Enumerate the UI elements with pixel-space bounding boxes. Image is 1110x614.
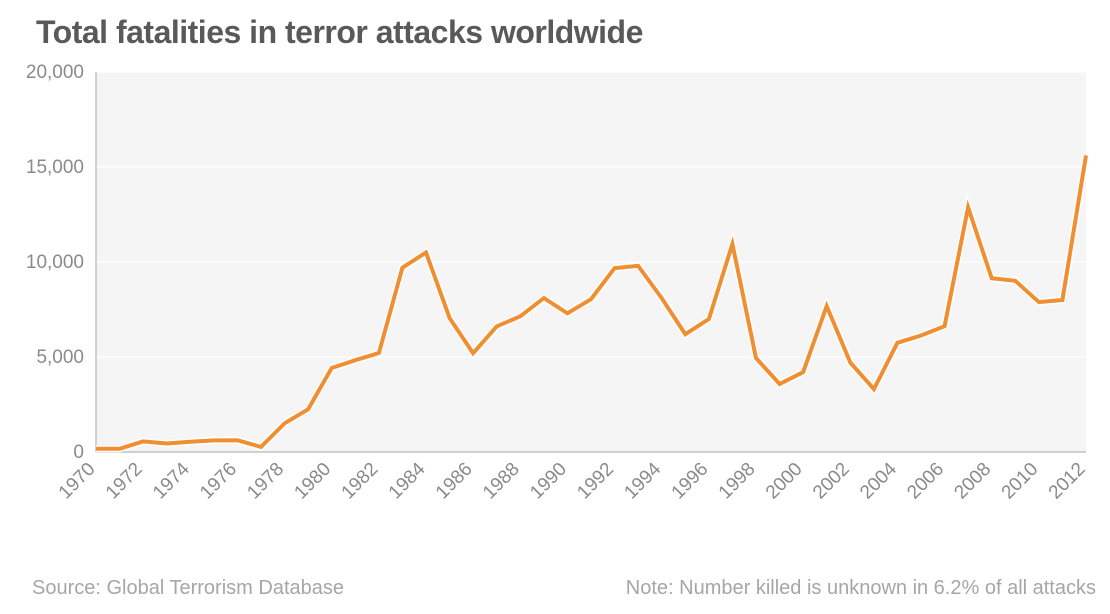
x-tick-label: 1998: [715, 459, 760, 504]
x-tick-labels: 1970197219741976197819801982198419861988…: [55, 458, 1090, 503]
x-tick-label: 1970: [55, 459, 100, 504]
x-tick-label: 2000: [762, 459, 807, 504]
x-tick-label: 1986: [432, 459, 477, 504]
x-tick-label: 2002: [809, 459, 854, 504]
x-tick-label: 2012: [1045, 459, 1090, 504]
x-tick-label: 1992: [573, 459, 618, 504]
x-tick-label: 1980: [291, 459, 336, 504]
x-tick-label: 1990: [526, 459, 571, 504]
x-tick-label: 2004: [856, 458, 901, 503]
y-tick-label: 10,000: [26, 252, 84, 273]
y-tick-label: 20,000: [26, 62, 84, 83]
x-tick-label: 1974: [149, 458, 194, 503]
chart-svg: 05,00010,00015,00020,000 197019721974197…: [18, 60, 1098, 530]
y-tick-label: 15,000: [26, 157, 84, 178]
x-tick-label: 1988: [479, 459, 524, 504]
y-tick-labels: 05,00010,00015,00020,000: [26, 62, 84, 463]
x-tick-label: 1972: [102, 459, 147, 504]
source-label: Source: Global Terrorism Database: [32, 577, 344, 600]
chart-title: Total fatalities in terror attacks world…: [36, 14, 643, 51]
chart-plot-wrap: 05,00010,00015,00020,000 197019721974197…: [18, 60, 1098, 530]
x-tick-label: 1984: [385, 458, 430, 503]
chart-container: Total fatalities in terror attacks world…: [0, 0, 1110, 614]
note-label: Note: Number killed is unknown in 6.2% o…: [626, 577, 1096, 600]
x-tick-label: 2008: [951, 459, 996, 504]
x-tick-label: 1994: [621, 458, 666, 503]
x-tick-label: 2006: [903, 459, 948, 504]
x-tick-label: 1976: [196, 459, 241, 504]
x-tick-label: 2010: [998, 459, 1043, 504]
x-tick-label: 1996: [668, 459, 713, 504]
x-tick-label: 1982: [338, 459, 383, 504]
x-tick-label: 1978: [243, 459, 288, 504]
y-tick-label: 5,000: [36, 347, 84, 368]
